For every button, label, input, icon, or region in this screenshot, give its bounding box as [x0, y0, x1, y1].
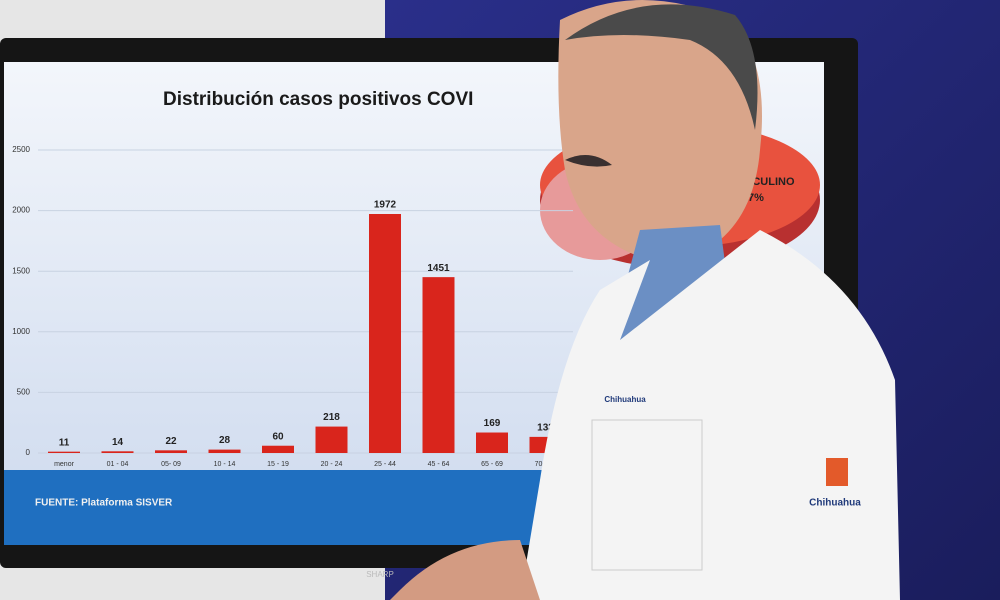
bar — [369, 213, 401, 453]
source: FUENTE: Plataforma SISVER — [35, 498, 173, 509]
pie-label: 7% — [748, 192, 764, 204]
x-tick-label: 01 - 04 — [107, 461, 129, 468]
y-tick-label: 1000 — [12, 327, 30, 336]
bar — [315, 426, 348, 453]
bar — [101, 451, 134, 453]
x-tick-label: 15 - 19 — [267, 461, 289, 468]
data-label: 169 — [484, 418, 501, 429]
x-tick-label: 25 - 44 — [374, 461, 396, 468]
y-tick-label: 2500 — [12, 145, 30, 154]
bar — [422, 277, 455, 453]
bar — [48, 451, 80, 453]
data-label: 22 — [165, 436, 177, 447]
bar — [208, 449, 241, 453]
badge-text: Chihuahua — [604, 395, 646, 404]
data-label: 1451 — [427, 263, 450, 274]
chart-title: Distribución casos positivos COVI — [163, 89, 473, 110]
moustache — [565, 155, 612, 167]
y-tick-label: 2000 — [12, 206, 30, 215]
bar-chart: 0 500 1000 1500 2000 2500 menor 11 01 - 04 14 05- … — [12, 145, 573, 468]
coat — [520, 230, 900, 600]
y-tick-label: 0 — [26, 448, 31, 457]
pie-label: SCULINO — [745, 176, 795, 188]
logo-mark — [826, 458, 848, 486]
data-label: 218 — [323, 412, 340, 423]
x-tick-label: 45 - 64 — [428, 461, 450, 468]
x-tick-label: menor — [54, 461, 75, 468]
head — [558, 0, 762, 260]
x-tick-label: 10 - 14 — [214, 461, 236, 468]
brand: SHARP — [366, 570, 394, 579]
hair — [565, 4, 758, 131]
y-tick-label: 500 — [17, 388, 31, 397]
pocket — [591, 419, 703, 571]
x-tick-label: 20 - 24 — [321, 461, 343, 468]
bar — [155, 450, 187, 453]
data-label: 14 — [112, 437, 124, 448]
y-tick-label: 1500 — [12, 266, 30, 275]
bar — [476, 432, 508, 453]
data-label: 11 — [59, 437, 70, 448]
person: Chihuahua Chihuahua — [390, 0, 900, 600]
x-tick-label: 05- 09 — [161, 461, 181, 468]
data-label: 1972 — [374, 200, 397, 211]
x-tick-label: 65 - 69 — [481, 461, 503, 468]
hand — [390, 540, 540, 600]
bar — [262, 445, 294, 453]
data-label: 60 — [272, 431, 284, 442]
data-label: 28 — [219, 435, 231, 446]
coat-logo: Chihuahua — [809, 498, 861, 509]
data-label: 133 — [537, 423, 554, 434]
